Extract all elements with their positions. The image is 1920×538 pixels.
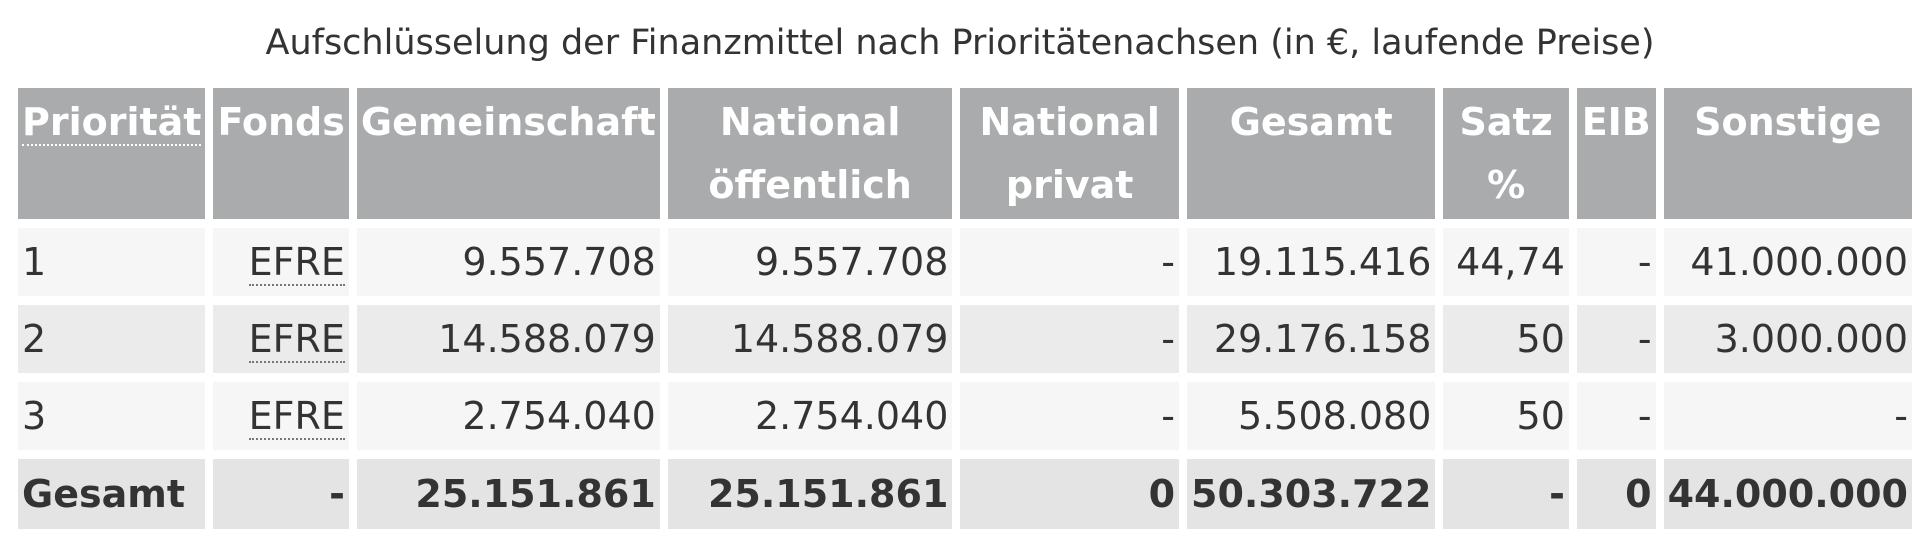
total-label: Gesamt xyxy=(18,459,206,529)
cell-national-oeffentlich: 2.754.040 xyxy=(667,382,953,450)
cell-national-privat: - xyxy=(960,382,1180,450)
cell-satz: 44,74 xyxy=(1443,228,1569,296)
fonds-abbr[interactable]: EFRE xyxy=(248,317,345,363)
fonds-abbr[interactable]: EFRE xyxy=(248,240,345,286)
total-national-oeffentlich: 25.151.861 xyxy=(667,459,953,529)
cell-prioritaet: 1 xyxy=(18,228,206,296)
cell-eib: - xyxy=(1576,305,1656,373)
table-row: 3 EFRE 2.754.040 2.754.040 - 5.508.080 5… xyxy=(18,382,1912,450)
header-national-oeffentlich: National öffentlich xyxy=(667,88,953,219)
table-caption: Aufschlüsselung der Finanzmittel nach Pr… xyxy=(265,23,1655,63)
cell-eib: - xyxy=(1576,382,1656,450)
header-gesamt: Gesamt xyxy=(1187,88,1436,219)
header-national-oeffentlich-line1: National xyxy=(719,100,901,144)
table-row: 1 EFRE 9.557.708 9.557.708 - 19.115.416 … xyxy=(18,228,1912,296)
cell-national-oeffentlich: 14.588.079 xyxy=(667,305,953,373)
header-sonstige: Sonstige xyxy=(1663,88,1912,219)
cell-gemeinschaft: 9.557.708 xyxy=(356,228,660,296)
cell-fonds: EFRE xyxy=(213,305,349,373)
total-satz: - xyxy=(1443,459,1569,529)
table-header-row: Priorität Fonds Gemeinschaft National öff… xyxy=(18,88,1912,219)
table-row: 2 EFRE 14.588.079 14.588.079 - 29.176.15… xyxy=(18,305,1912,373)
header-national-privat: National privat xyxy=(960,88,1180,219)
cell-satz: 50 xyxy=(1443,382,1569,450)
header-eib: EIB xyxy=(1576,88,1656,219)
cell-gesamt: 29.176.158 xyxy=(1187,305,1436,373)
cell-sonstige: - xyxy=(1663,382,1912,450)
cell-national-oeffentlich: 9.557.708 xyxy=(667,228,953,296)
cell-fonds: EFRE xyxy=(213,382,349,450)
total-gemeinschaft: 25.151.861 xyxy=(356,459,660,529)
total-gesamt: 50.303.722 xyxy=(1187,459,1436,529)
total-row: Gesamt - 25.151.861 25.151.861 0 50.303.… xyxy=(18,459,1912,529)
cell-eib: - xyxy=(1576,228,1656,296)
header-satz-line2: % xyxy=(1487,163,1526,207)
cell-prioritaet: 3 xyxy=(18,382,206,450)
total-sonstige: 44.000.000 xyxy=(1663,459,1912,529)
cell-national-privat: - xyxy=(960,305,1180,373)
funding-table: Priorität Fonds Gemeinschaft National öff… xyxy=(10,79,1920,538)
header-prioritaet: Priorität xyxy=(18,88,206,219)
header-national-oeffentlich-line2: öffentlich xyxy=(708,163,912,207)
cell-gesamt: 5.508.080 xyxy=(1187,382,1436,450)
total-eib: 0 xyxy=(1576,459,1656,529)
header-national-privat-line1: National xyxy=(979,100,1160,144)
cell-sonstige: 41.000.000 xyxy=(1663,228,1912,296)
total-national-privat: 0 xyxy=(960,459,1180,529)
header-fonds: Fonds xyxy=(213,88,349,219)
cell-gesamt: 19.115.416 xyxy=(1187,228,1436,296)
cell-national-privat: - xyxy=(960,228,1180,296)
header-national-privat-line2: privat xyxy=(1005,163,1134,207)
cell-fonds: EFRE xyxy=(213,228,349,296)
total-fonds: - xyxy=(213,459,349,529)
cell-gemeinschaft: 14.588.079 xyxy=(356,305,660,373)
header-satz: Satz% xyxy=(1443,88,1569,219)
fonds-abbr[interactable]: EFRE xyxy=(248,394,345,440)
header-prioritaet-label: Priorität xyxy=(22,100,202,146)
header-satz-line1: Satz xyxy=(1459,100,1553,144)
cell-prioritaet: 2 xyxy=(18,305,206,373)
header-gemeinschaft: Gemeinschaft xyxy=(356,88,660,219)
cell-sonstige: 3.000.000 xyxy=(1663,305,1912,373)
cell-gemeinschaft: 2.754.040 xyxy=(356,382,660,450)
cell-satz: 50 xyxy=(1443,305,1569,373)
